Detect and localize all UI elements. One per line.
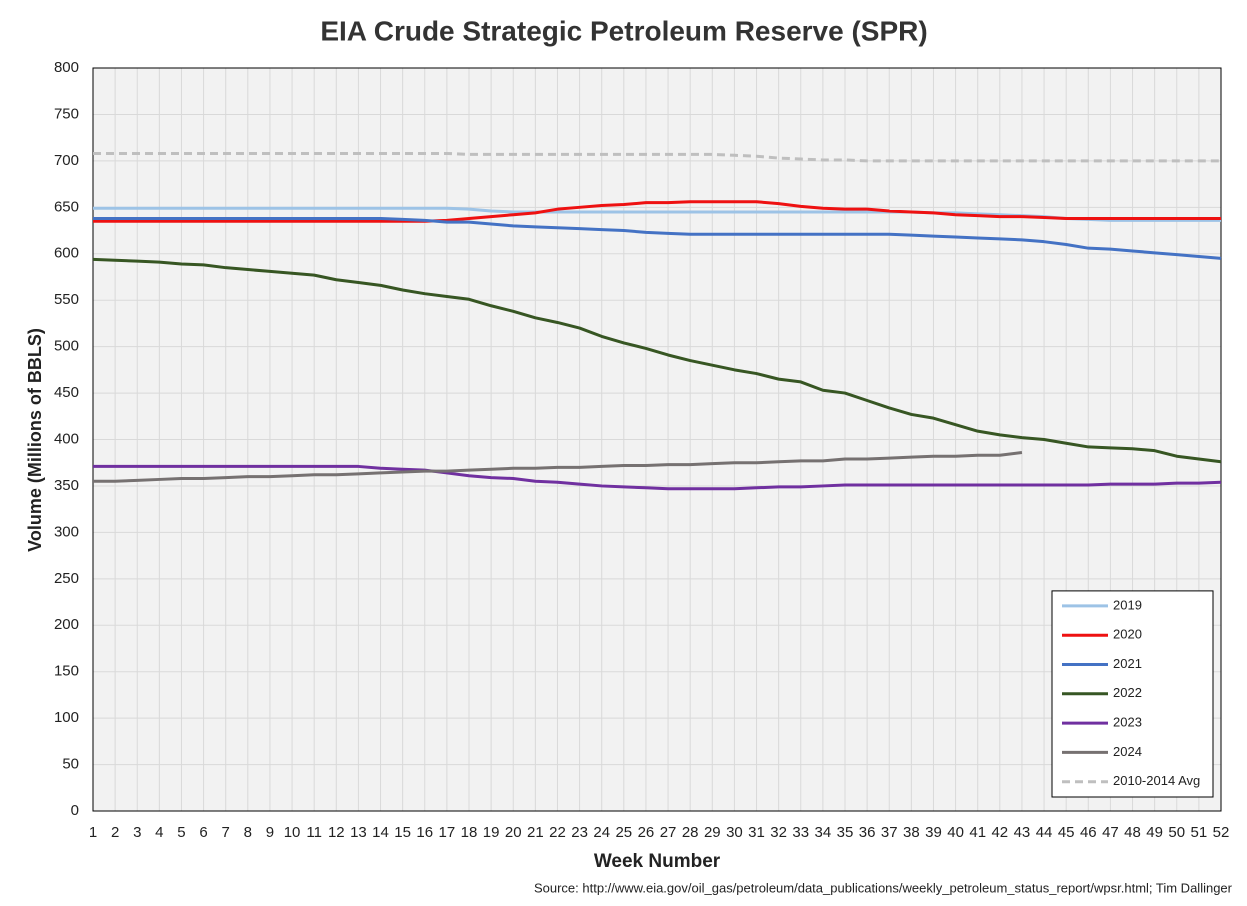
x-tick-label: 9 xyxy=(266,824,274,841)
x-tick-label: 21 xyxy=(527,824,544,841)
y-tick-label: 150 xyxy=(54,663,79,680)
x-tick-label: 13 xyxy=(350,824,367,841)
y-tick-label: 550 xyxy=(54,291,79,308)
x-tick-label: 20 xyxy=(505,824,522,841)
series-line xyxy=(92,257,1222,464)
series-line xyxy=(93,451,1023,483)
x-tick-label: 6 xyxy=(199,824,207,841)
x-tick-label: 44 xyxy=(1036,824,1053,841)
source-note: Source: http://www.eia.gov/oil_gas/petro… xyxy=(534,880,1233,895)
x-tick-label: 50 xyxy=(1168,824,1185,841)
legend-label: 2024 xyxy=(1113,744,1142,759)
x-tick-label: 2 xyxy=(111,824,119,841)
x-tick-label: 33 xyxy=(792,824,809,841)
plot-border xyxy=(92,67,1222,812)
x-tick-label: 22 xyxy=(549,824,566,841)
series-line xyxy=(93,216,1222,260)
x-tick-label: 29 xyxy=(704,824,721,841)
y-tick-label: 450 xyxy=(54,384,79,401)
x-tick-label: 42 xyxy=(991,824,1008,841)
x-tick-label: 31 xyxy=(748,824,765,841)
y-tick-label: 650 xyxy=(54,198,79,215)
series-line xyxy=(93,464,1222,491)
y-tick-label: 700 xyxy=(54,152,79,169)
y-tick-label: 400 xyxy=(54,430,79,447)
x-tick-label: 49 xyxy=(1146,824,1163,841)
y-tick-label: 750 xyxy=(54,105,79,122)
x-tick-label: 23 xyxy=(571,824,588,841)
y-tick-label: 500 xyxy=(54,338,79,355)
x-tick-label: 17 xyxy=(439,824,456,841)
x-tick-label: 5 xyxy=(177,824,185,841)
x-tick-label: 25 xyxy=(615,824,632,841)
series-line xyxy=(93,200,1221,223)
y-tick-label: 350 xyxy=(54,477,79,494)
legend-label: 2019 xyxy=(1113,597,1142,612)
x-tick-label: 37 xyxy=(881,824,898,841)
x-tick-label: 47 xyxy=(1102,824,1119,841)
x-tick-label: 16 xyxy=(416,824,433,841)
x-tick-label: 10 xyxy=(284,824,301,841)
x-tick-label: 1 xyxy=(89,824,97,841)
chart-title: EIA Crude Strategic Petroleum Reserve (S… xyxy=(320,15,927,46)
y-axis-label: Volume (Millions of BBLS) xyxy=(25,328,45,552)
x-tick-label: 19 xyxy=(483,824,500,841)
y-tick-label: 800 xyxy=(54,59,79,76)
x-tick-label: 46 xyxy=(1080,824,1097,841)
x-tick-label: 26 xyxy=(638,824,655,841)
x-tick-label: 3 xyxy=(133,824,141,841)
x-tick-label: 39 xyxy=(925,824,942,841)
x-tick-label: 52 xyxy=(1213,824,1230,841)
x-tick-label: 27 xyxy=(660,824,677,841)
x-tick-label: 41 xyxy=(969,824,986,841)
legend-label: 2021 xyxy=(1113,656,1142,671)
x-tick-label: 48 xyxy=(1124,824,1141,841)
x-tick-label: 7 xyxy=(222,824,230,841)
x-tick-label: 38 xyxy=(903,824,920,841)
x-tick-label: 36 xyxy=(859,824,876,841)
x-tick-label: 15 xyxy=(394,824,411,841)
legend-label: 2010-2014 Avg xyxy=(1113,773,1200,788)
x-tick-label: 14 xyxy=(372,824,389,841)
x-tick-label: 32 xyxy=(770,824,787,841)
x-tick-label: 51 xyxy=(1191,824,1208,841)
x-tick-label: 28 xyxy=(682,824,699,841)
x-tick-label: 34 xyxy=(815,824,832,841)
x-axis-label: Week Number xyxy=(594,851,721,872)
y-tick-label: 300 xyxy=(54,523,79,540)
x-tick-label: 35 xyxy=(837,824,854,841)
x-tick-label: 24 xyxy=(593,824,610,841)
x-tick-label: 8 xyxy=(244,824,252,841)
y-tick-label: 50 xyxy=(62,756,79,773)
y-tick-label: 100 xyxy=(54,709,79,726)
legend-label: 2020 xyxy=(1113,627,1142,642)
y-tick-label: 600 xyxy=(54,245,79,262)
legend-label: 2023 xyxy=(1113,715,1142,730)
x-tick-label: 40 xyxy=(947,824,964,841)
x-tick-label: 11 xyxy=(306,824,322,841)
y-tick-label: 200 xyxy=(54,616,79,633)
legend-label: 2022 xyxy=(1113,685,1142,700)
series-line xyxy=(93,151,1221,163)
x-tick-label: 12 xyxy=(328,824,345,841)
x-tick-label: 45 xyxy=(1058,824,1075,841)
y-tick-label: 0 xyxy=(71,802,79,819)
y-tick-label: 250 xyxy=(54,570,79,587)
x-tick-label: 43 xyxy=(1014,824,1031,841)
x-tick-label: 4 xyxy=(155,824,163,841)
x-tick-label: 18 xyxy=(461,824,478,841)
x-tick-label: 30 xyxy=(726,824,743,841)
